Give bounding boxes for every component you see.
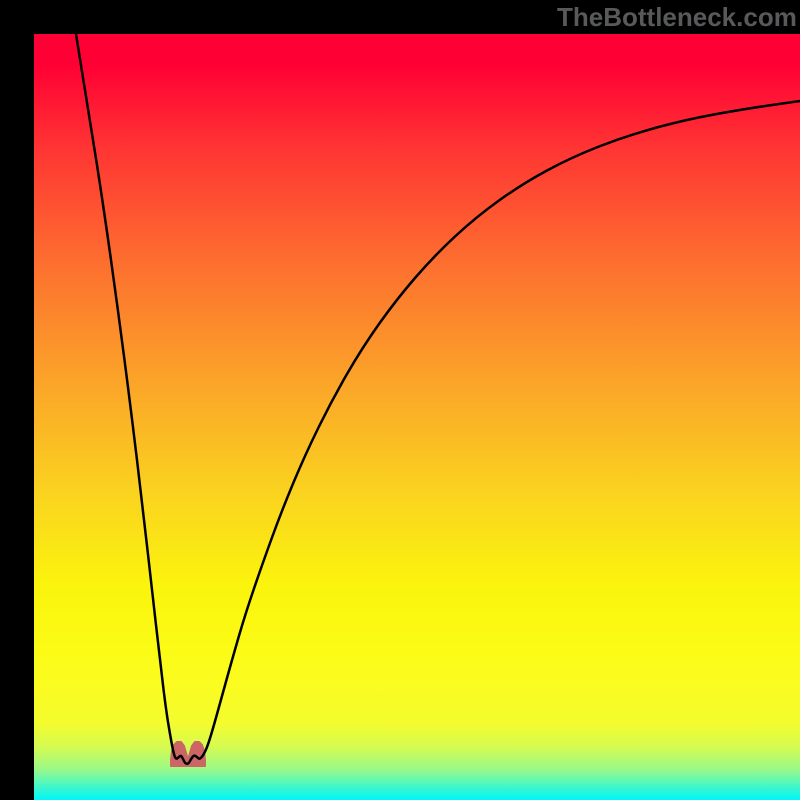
watermark-text: TheBottleneck.com bbox=[557, 2, 797, 33]
curve-overlay bbox=[34, 34, 800, 800]
plot-area bbox=[34, 34, 800, 800]
bottleneck-curve bbox=[76, 34, 800, 764]
chart-container: TheBottleneck.com bbox=[0, 0, 800, 800]
